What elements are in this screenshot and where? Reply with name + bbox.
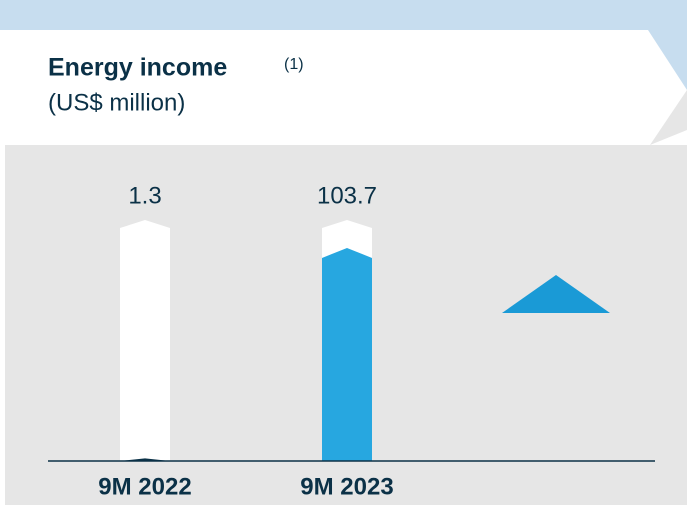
chart-subtitle: (US$ million) — [48, 89, 185, 116]
corner-shape — [648, 30, 687, 90]
chart-title: Energy income — [48, 54, 227, 82]
x-tick-label: 9M 2022 — [98, 473, 191, 500]
x-tick-label: 9M 2023 — [300, 473, 393, 500]
bar-background — [120, 220, 170, 461]
top-band — [0, 0, 687, 30]
corner-shade — [650, 90, 687, 145]
value-label: 103.7 — [317, 182, 377, 209]
increase-arrow — [502, 275, 610, 313]
value-label: 1.3 — [128, 182, 161, 209]
title-note: (1) — [284, 56, 304, 73]
bar — [322, 247, 372, 461]
